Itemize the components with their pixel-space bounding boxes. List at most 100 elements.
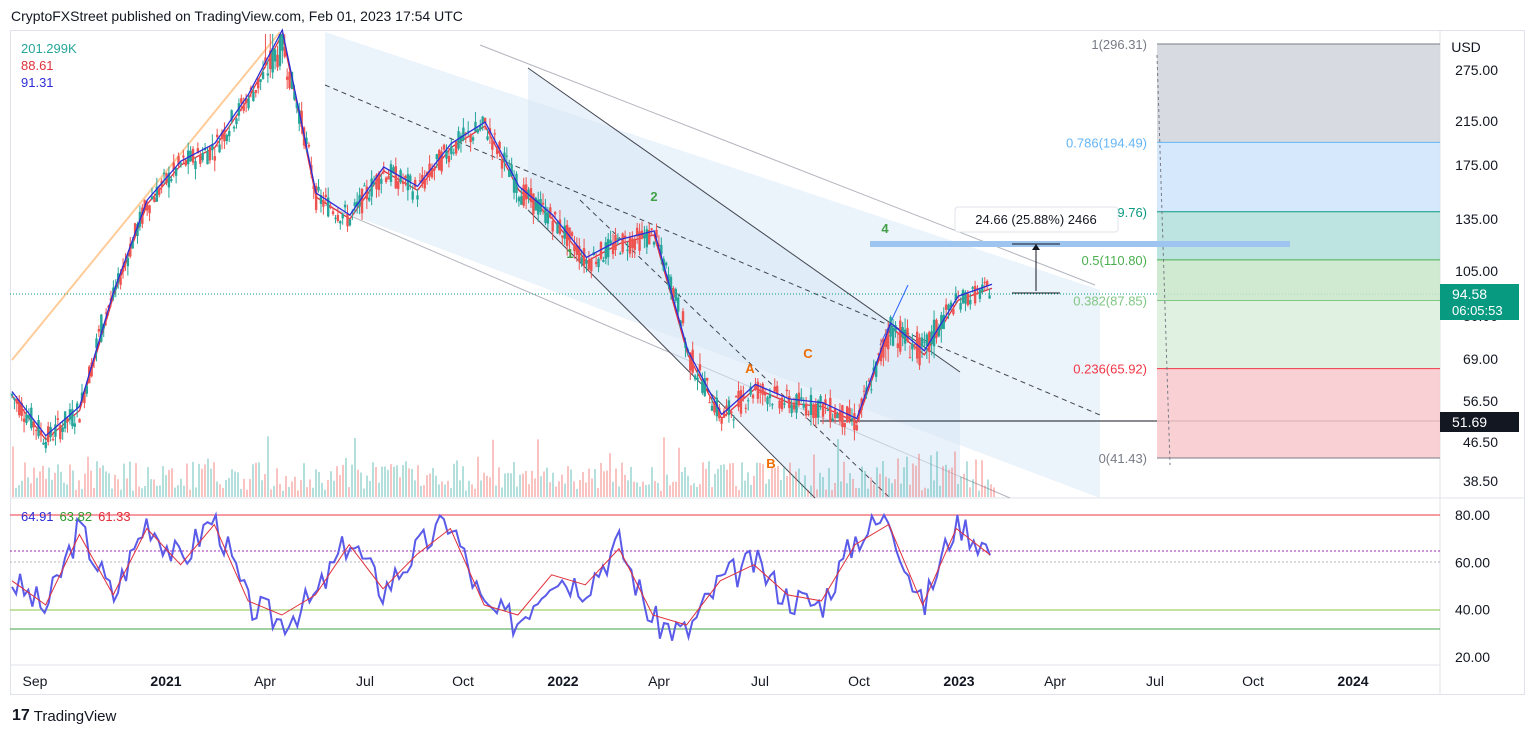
candle-body xyxy=(228,130,231,137)
rsi-series xyxy=(11,511,991,642)
candle-body xyxy=(498,141,501,149)
candle-body xyxy=(454,141,458,154)
candle-body xyxy=(363,185,366,187)
volume-bar xyxy=(174,487,176,497)
candle-body xyxy=(119,277,122,285)
fibonacci-retracement[interactable]: 1(296.31)0.786(194.49)0.618(139.76)0.5(1… xyxy=(1066,37,1440,466)
candle-body xyxy=(814,403,817,418)
candle-body xyxy=(520,196,523,205)
candle-body xyxy=(913,344,916,346)
volume-bar xyxy=(231,469,233,497)
candle-body xyxy=(590,259,593,272)
candle-body xyxy=(413,179,417,188)
fib-level-label: 0.236(65.92) xyxy=(1073,362,1147,377)
volume-bar xyxy=(654,480,656,497)
fib-zone xyxy=(1157,211,1440,260)
volume-bar xyxy=(408,468,410,497)
volume-bar xyxy=(570,469,572,497)
rsi-legend-value: 63.82 xyxy=(59,509,93,524)
candle-body xyxy=(874,361,878,377)
volume-bar xyxy=(108,473,110,497)
volume-bar xyxy=(702,462,704,497)
candle-body xyxy=(206,151,209,165)
volume-bar xyxy=(756,462,758,497)
price-tick-label: 69.00 xyxy=(1463,351,1498,367)
volume-bar xyxy=(717,468,719,497)
volume-bar xyxy=(75,489,77,497)
volume-bar xyxy=(846,483,848,497)
volume-bar xyxy=(42,465,44,497)
candle-body xyxy=(508,169,511,177)
candle-body xyxy=(85,386,89,394)
rsi-axis[interactable]: 80.00 60.00 40.00 20.00 xyxy=(1455,507,1490,665)
candle-body xyxy=(843,423,846,428)
fib-level-label: 0.786(194.49) xyxy=(1066,135,1147,150)
candle-body xyxy=(773,386,776,392)
volume-bar xyxy=(543,471,545,497)
candle-body xyxy=(100,314,103,342)
candle-body xyxy=(247,98,250,109)
volume-bar xyxy=(432,467,434,497)
fib-zone xyxy=(1157,259,1440,301)
volume-bar xyxy=(852,478,854,497)
candle-body xyxy=(191,148,195,163)
volume-bar xyxy=(942,466,944,497)
time-tick-label: Jul xyxy=(356,673,374,689)
volume-bar xyxy=(618,486,620,497)
candle-body xyxy=(158,188,161,195)
fib-zone xyxy=(1157,44,1440,143)
volume-bar xyxy=(963,473,965,497)
candle-body xyxy=(438,150,441,171)
candle-body xyxy=(20,402,23,417)
candle-body xyxy=(235,118,238,125)
volume-bar xyxy=(510,473,512,497)
candle-body xyxy=(817,400,820,418)
volume-bar xyxy=(213,462,215,497)
volume-bar xyxy=(951,467,953,497)
orange-trendline xyxy=(11,31,281,361)
candle-body xyxy=(768,393,772,399)
volume-bar xyxy=(396,465,398,497)
candle-body xyxy=(462,127,465,141)
volume-bar xyxy=(498,467,500,497)
volume-bar xyxy=(393,466,395,497)
candle-body xyxy=(368,197,371,201)
volume-bar xyxy=(120,489,122,497)
candle-body xyxy=(447,155,451,163)
candle-body xyxy=(884,339,887,348)
candle-body xyxy=(734,396,738,398)
time-axis[interactable]: Sep 2021 Apr Jul Oct 2022 Apr Jul Oct 2023 Apr Jul O… xyxy=(23,673,1369,689)
volume-bar xyxy=(150,479,152,497)
volume-bar xyxy=(414,480,416,497)
candle-body xyxy=(971,287,974,289)
candle-body xyxy=(797,392,801,406)
volume-bar xyxy=(960,477,962,497)
candle-body xyxy=(534,197,537,211)
candle-body xyxy=(619,253,622,255)
volume-bar xyxy=(600,463,602,497)
candle-body xyxy=(281,34,284,51)
candle-body xyxy=(604,242,607,259)
candle-body xyxy=(643,233,646,239)
candle-body xyxy=(896,343,900,349)
candle-body xyxy=(732,419,735,421)
candle-body xyxy=(887,334,890,350)
volume-bar xyxy=(258,462,260,497)
candle-body xyxy=(522,184,525,206)
ma-blue-line xyxy=(11,28,993,437)
candle-body xyxy=(182,155,185,158)
volume-bar xyxy=(528,484,530,497)
candle-body xyxy=(908,357,912,359)
current-price-text: 94.58 xyxy=(1452,286,1487,302)
candle-body xyxy=(669,276,673,294)
volume-bar xyxy=(429,473,431,497)
candle-body xyxy=(517,197,521,202)
volume-bar xyxy=(648,484,650,497)
tradingview-logo[interactable]: 17 TradingView xyxy=(12,707,116,725)
candle-body xyxy=(305,137,308,145)
volume-bar xyxy=(663,437,665,497)
time-tick-label: 2024 xyxy=(1337,673,1368,689)
candle-body xyxy=(824,399,827,406)
candle-body xyxy=(877,353,880,355)
